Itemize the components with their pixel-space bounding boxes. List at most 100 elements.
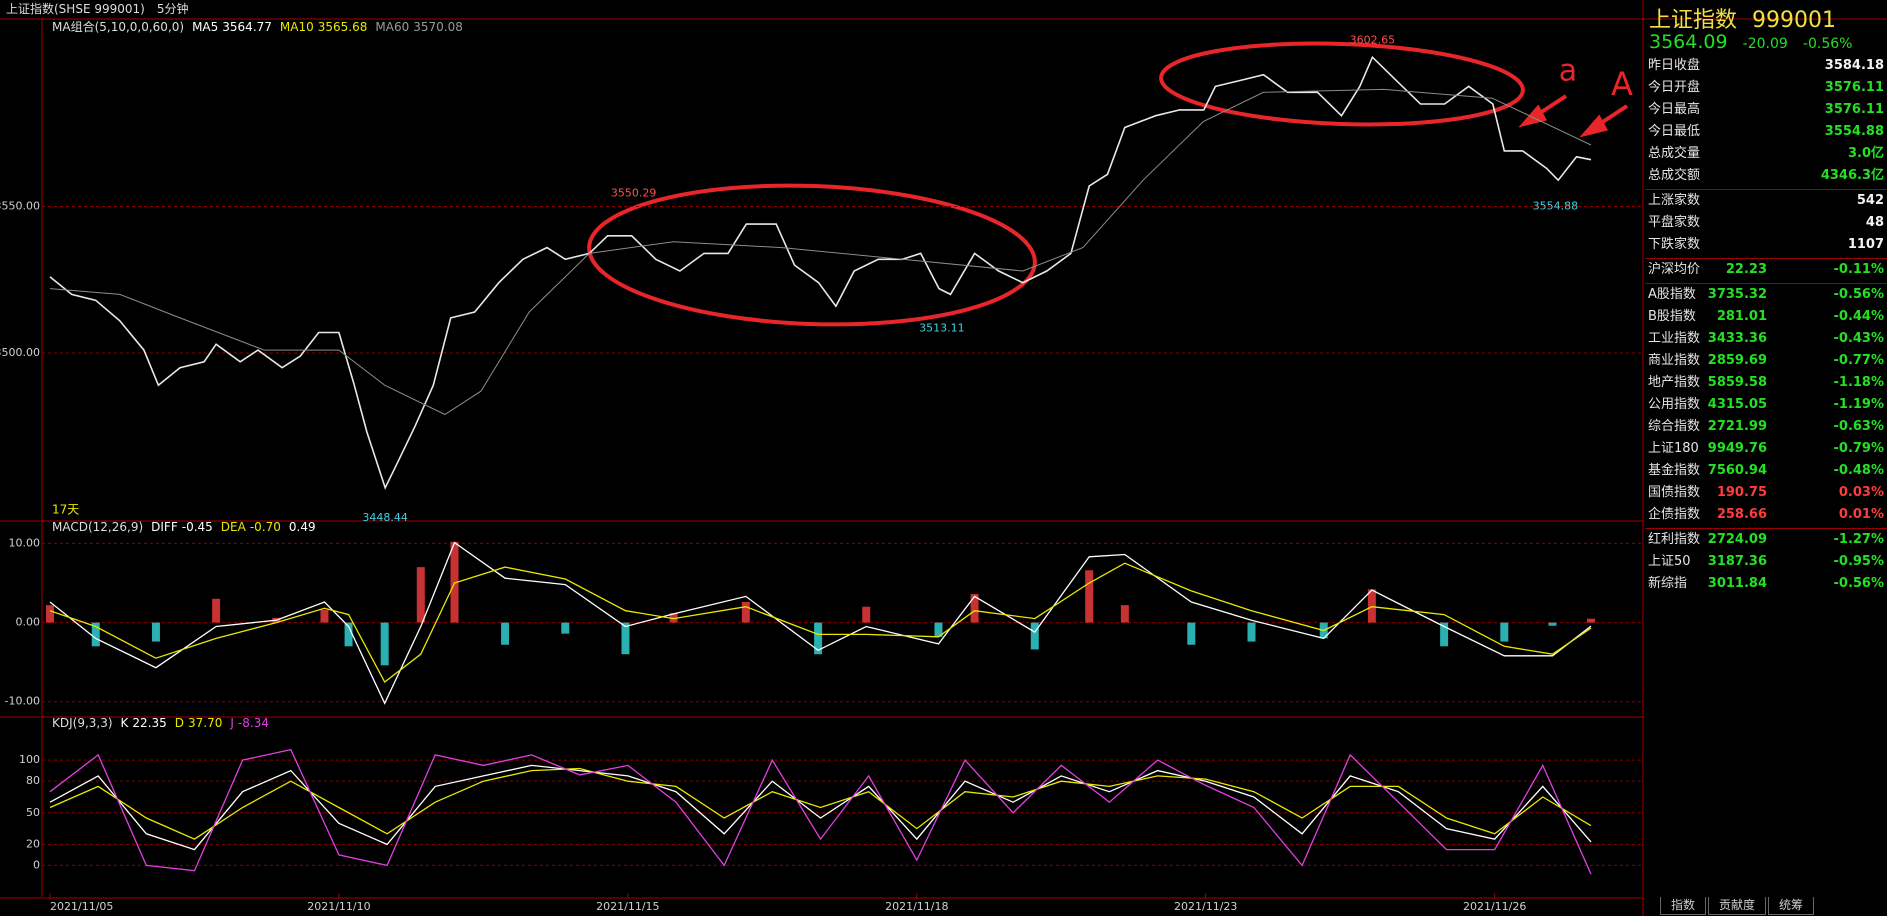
row-label: 商业指数 (1648, 353, 1701, 368)
quote-row: 红利指数 2724.09 -1.27% (1648, 529, 1884, 551)
macd-bar (862, 606, 871, 623)
row-label: 今日开盘 (1648, 80, 1701, 95)
row-value: 48 (1865, 215, 1884, 230)
macd-bar (741, 601, 750, 623)
row-change: -0.79% (1833, 441, 1885, 456)
macd-bar (934, 622, 943, 637)
quote-code: 999001 (1752, 8, 1836, 33)
separator (1645, 528, 1887, 529)
legend-name: D (174, 716, 185, 730)
macd-bar (46, 605, 54, 623)
row-value: 2721.99 (1707, 419, 1767, 434)
legend-title[interactable]: KDJ(9,3,3) (52, 716, 113, 730)
quote-row: 下跌家数 1107 (1648, 234, 1884, 256)
macd-bar (501, 622, 510, 645)
legend-item: 0.49 (289, 520, 316, 534)
legend-item: MA10 3565.68 (280, 20, 367, 34)
macd-bar (561, 622, 570, 634)
row-label: 平盘家数 (1648, 215, 1701, 230)
row-label: 综合指数 (1648, 419, 1701, 434)
ma-line (49, 88, 1592, 416)
y-tick-label: 80 (26, 774, 40, 787)
macd-bar (320, 609, 329, 623)
price-line (49, 55, 1592, 490)
days-label: 17天 (52, 503, 79, 517)
row-label: 上涨家数 (1648, 193, 1701, 208)
quote-row: 地产指数 5859.58 -1.18% (1648, 372, 1884, 394)
quote-name: 上证指数 (1649, 8, 1738, 33)
tab[interactable]: 贡献度 (1708, 897, 1767, 915)
row-label: 昨日收盘 (1648, 58, 1701, 73)
price-legend: MA组合(5,10,0,0,60,0) MA5 3564.77 MA10 3565.68… (52, 18, 471, 35)
y-tick-label: 50 (26, 806, 40, 819)
quote-row: 上证180 9949.76 -0.79% (1648, 438, 1884, 460)
symbol-title[interactable]: 上证指数(SHSE 999001) (6, 2, 145, 16)
macd-bar (621, 622, 630, 655)
macd-bar (212, 598, 221, 623)
row-change: -0.56% (1833, 576, 1885, 591)
quote-row: A股指数 3735.32 -0.56% (1648, 284, 1884, 306)
row-change: -1.27% (1833, 532, 1885, 547)
legend-name: DIFF (151, 520, 178, 534)
legend-title[interactable]: MA组合(5,10,0,0,60,0) (52, 20, 185, 34)
row-label: 工业指数 (1648, 331, 1701, 346)
x-tick-label: 2021/11/26 (1463, 900, 1526, 913)
row-change: -0.56% (1833, 287, 1885, 302)
legend-item: D 37.70 (175, 716, 223, 730)
kdj-line (49, 764, 1592, 851)
row-label: A股指数 (1648, 287, 1696, 302)
row-value: 3576.11 (1824, 80, 1884, 95)
legend-item: MA60 3570.08 (375, 20, 462, 34)
quote-price: 3564.09 (1649, 31, 1728, 53)
macd-line (49, 562, 1592, 683)
row-value: 5859.58 (1707, 375, 1767, 390)
legend-name: MA60 (375, 20, 410, 34)
extreme-label: 3554.88 (1533, 199, 1579, 212)
quote-row: 今日最低 3554.88 (1648, 121, 1884, 143)
macd-bar (669, 613, 678, 623)
period[interactable]: 5分钟 (156, 2, 189, 16)
legend-title[interactable]: MACD(12,26,9) (52, 520, 144, 534)
row-label: 新综指 (1648, 576, 1688, 591)
row-value: 3554.88 (1824, 124, 1884, 139)
row-label: 今日最低 (1648, 124, 1701, 139)
macd-bar (91, 622, 100, 647)
x-tick-label: 2021/11/05 (50, 900, 113, 913)
macd-legend: MACD(12,26,9) DIFF -0.45 DEA -0.70 0.49 (52, 520, 324, 534)
macd-bar (151, 622, 160, 642)
row-value: 3011.84 (1707, 576, 1767, 591)
row-label: 总成交额 (1648, 168, 1701, 183)
macd-bar (1548, 622, 1557, 626)
quote-row: 总成交量 3.0亿 (1648, 143, 1884, 165)
y-tick-label: 10.00 (9, 536, 41, 549)
row-change: 0.03% (1838, 485, 1884, 500)
row-value: 7560.94 (1707, 463, 1767, 478)
quote-row: 平盘家数 48 (1648, 212, 1884, 234)
macd-bar (814, 622, 823, 655)
tab[interactable]: 指数 (1660, 897, 1707, 915)
row-value: 2724.09 (1707, 532, 1767, 547)
row-value: 258.66 (1716, 507, 1767, 522)
hand-note: A (1611, 65, 1633, 103)
extreme-label: 3550.29 (611, 187, 657, 200)
legend-value: 22.35 (132, 716, 167, 730)
quote-row: 新综指 3011.84 -0.56% (1648, 573, 1884, 595)
quote-row: 上涨家数 542 (1648, 190, 1884, 212)
row-change: -1.19% (1833, 397, 1885, 412)
row-label: 国债指数 (1648, 485, 1701, 500)
quote-row: 昨日收盘 3584.18 (1648, 55, 1884, 77)
row-value: 4315.05 (1707, 397, 1767, 412)
legend-name: MA5 (192, 20, 219, 34)
row-value: 3584.18 (1824, 58, 1884, 73)
x-tick-label: 2021/11/10 (307, 900, 370, 913)
row-change: -0.63% (1833, 419, 1885, 434)
legend-item: DIFF -0.45 (151, 520, 213, 534)
macd-bar (1247, 622, 1256, 642)
kdj-legend: KDJ(9,3,3) K 22.35 D 37.70 J -8.34 (52, 716, 277, 730)
quote-row: 工业指数 3433.36 -0.43% (1648, 328, 1884, 350)
y-tick-label: 100 (19, 753, 40, 766)
tab[interactable]: 统筹 (1768, 897, 1815, 915)
row-label: 企债指数 (1648, 507, 1701, 522)
row-label: 上证50 (1648, 554, 1691, 569)
row-value: 3576.11 (1824, 102, 1884, 117)
